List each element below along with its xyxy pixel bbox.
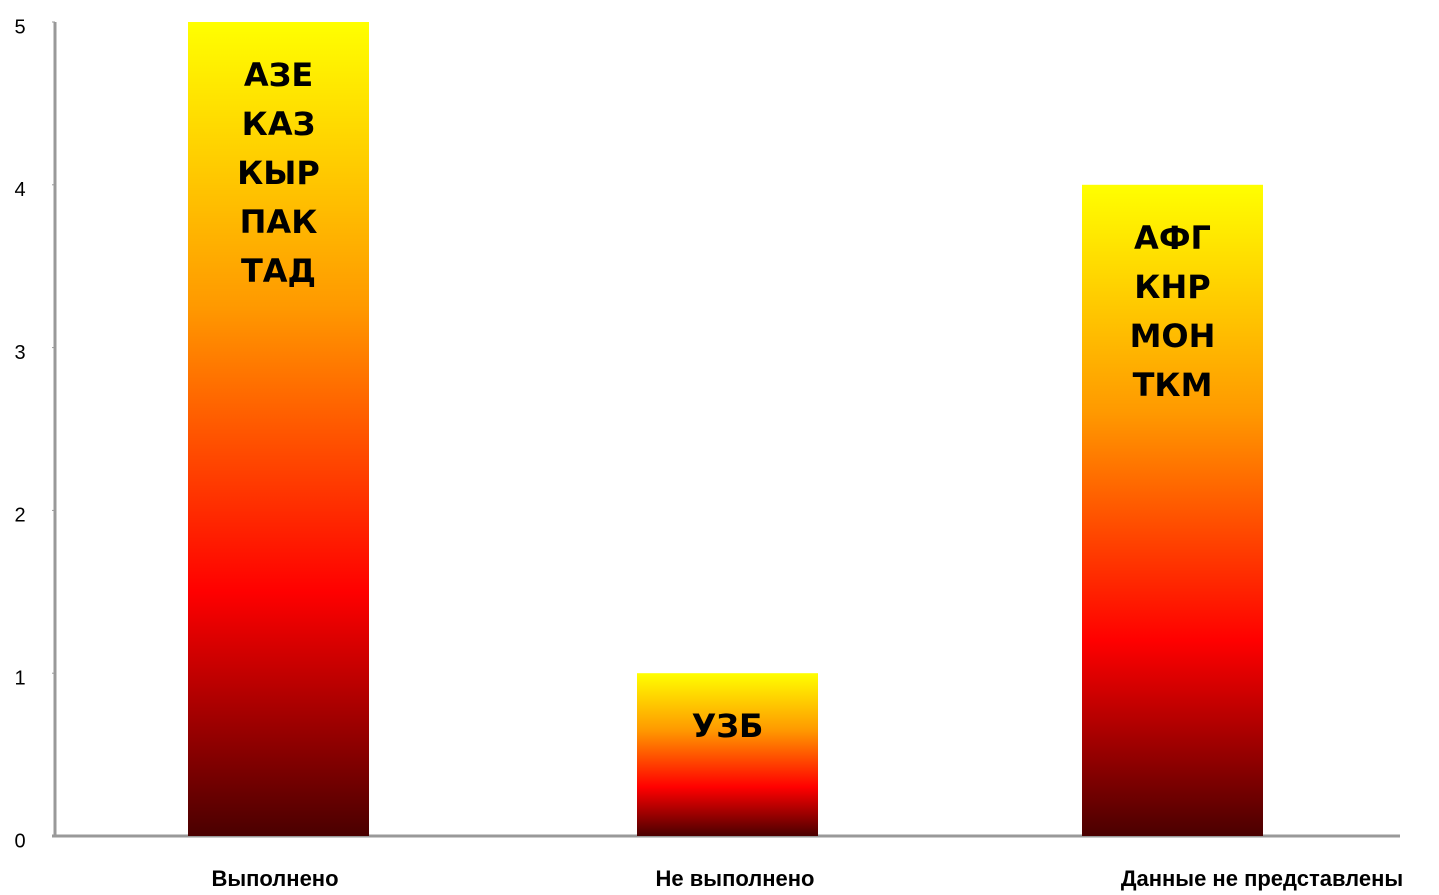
y-tick-label: 5 xyxy=(14,16,25,38)
y-tick-label: 0 xyxy=(14,830,25,852)
bar-label: ТКМ xyxy=(1133,366,1213,404)
bar-label: КЫР xyxy=(237,154,320,192)
bar xyxy=(1082,184,1263,837)
bar xyxy=(637,673,818,836)
y-tick-label: 4 xyxy=(14,179,25,201)
bar-label: КНР xyxy=(1134,268,1210,306)
bar-label: АЗЕ xyxy=(244,56,313,94)
bar-label: АФГ xyxy=(1134,219,1211,257)
bar-label: УЗБ xyxy=(692,707,764,745)
y-tick-label: 1 xyxy=(14,667,25,689)
y-tick-label: 3 xyxy=(14,342,25,364)
x-tick-label: Выполнено xyxy=(211,866,338,891)
bar-label: МОН xyxy=(1130,317,1216,355)
y-tick-label: 2 xyxy=(14,505,25,527)
bar-label: ПАК xyxy=(240,203,318,241)
x-tick-label: Данные не представлены xyxy=(1121,866,1403,891)
bar-label: КАЗ xyxy=(242,105,316,143)
x-tick-label: Не выполнено xyxy=(656,866,815,891)
bar xyxy=(188,22,369,836)
bar-label: ТАД xyxy=(241,252,316,290)
